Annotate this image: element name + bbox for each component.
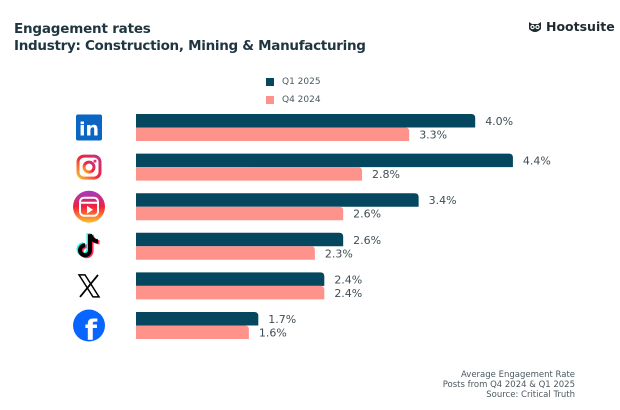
data-label: 1.7% [268, 313, 296, 326]
data-label: 3.4% [429, 194, 457, 207]
data-label: 2.8% [372, 168, 400, 181]
row-linkedin: in 4.0% 3.3% [76, 114, 513, 142]
bar-q4-2024 [136, 127, 410, 141]
legend: Q1 2025 Q4 2024 [266, 73, 321, 109]
legend-label: Q4 2024 [282, 95, 321, 105]
bar-q1-2025 [136, 232, 344, 247]
x-icon [77, 274, 101, 298]
legend-swatch [266, 96, 274, 104]
bar-q4-2024 [136, 206, 344, 221]
data-label: 2.6% [353, 234, 381, 247]
bar-q1-2025 [136, 272, 325, 286]
bar-q4-2024 [136, 285, 325, 300]
legend-swatch [266, 78, 274, 86]
data-label: 4.0% [485, 115, 513, 128]
legend-label: Q1 2025 [282, 77, 321, 87]
data-label: 2.3% [325, 247, 353, 260]
row-facebook: f 1.7%1.6% [73, 309, 296, 347]
svg-text:f: f [85, 314, 98, 347]
bar-q4-2024 [136, 325, 249, 339]
data-label: 1.6% [259, 327, 287, 340]
linkedin-icon: in [76, 114, 102, 141]
owl-icon [529, 21, 541, 32]
bar-q1-2025 [136, 193, 419, 207]
bar-q4-2024 [136, 246, 315, 260]
bar-q1-2025 [136, 114, 476, 128]
data-label: 2.4% [334, 273, 362, 286]
data-label: 3.3% [419, 129, 447, 142]
instagram-icon [76, 154, 102, 180]
footer-line: Source: Critical Truth [486, 390, 575, 400]
data-label: 2.4% [334, 287, 362, 300]
row-instagram-reels: 3.4% 2.6% [73, 190, 457, 223]
row-instagram: 4.4% 2.8% [76, 153, 551, 181]
footer-line: Posts from Q4 2024 & Q1 2025 [442, 380, 575, 390]
legend-item-q1-2025: Q1 2025 [266, 73, 321, 91]
instagram-reels-icon [73, 190, 105, 223]
chart-title: Engagement rates [14, 21, 151, 37]
bar-q1-2025 [136, 312, 259, 326]
hootsuite-logo: Hootsuite [527, 19, 615, 34]
brand-name: Hootsuite [546, 19, 615, 34]
row-tiktok: 2.6%2.3% [76, 232, 381, 260]
bar-q1-2025 [136, 153, 513, 168]
chart-subtitle: Industry: Construction, Mining & Manufac… [14, 38, 366, 54]
footer-notes: Average Engagement Rate Posts from Q4 20… [443, 370, 575, 400]
footer-line: Average Engagement Rate [460, 370, 575, 380]
row-x: 2.4%2.4% [77, 272, 362, 300]
bar-q4-2024 [136, 167, 363, 181]
data-label: 2.6% [353, 208, 381, 221]
svg-text:in: in [79, 119, 99, 141]
legend-item-q4-2024: Q4 2024 [266, 91, 321, 109]
facebook-icon: f [73, 309, 105, 347]
tiktok-icon [76, 232, 100, 259]
data-label: 4.4% [523, 155, 551, 168]
